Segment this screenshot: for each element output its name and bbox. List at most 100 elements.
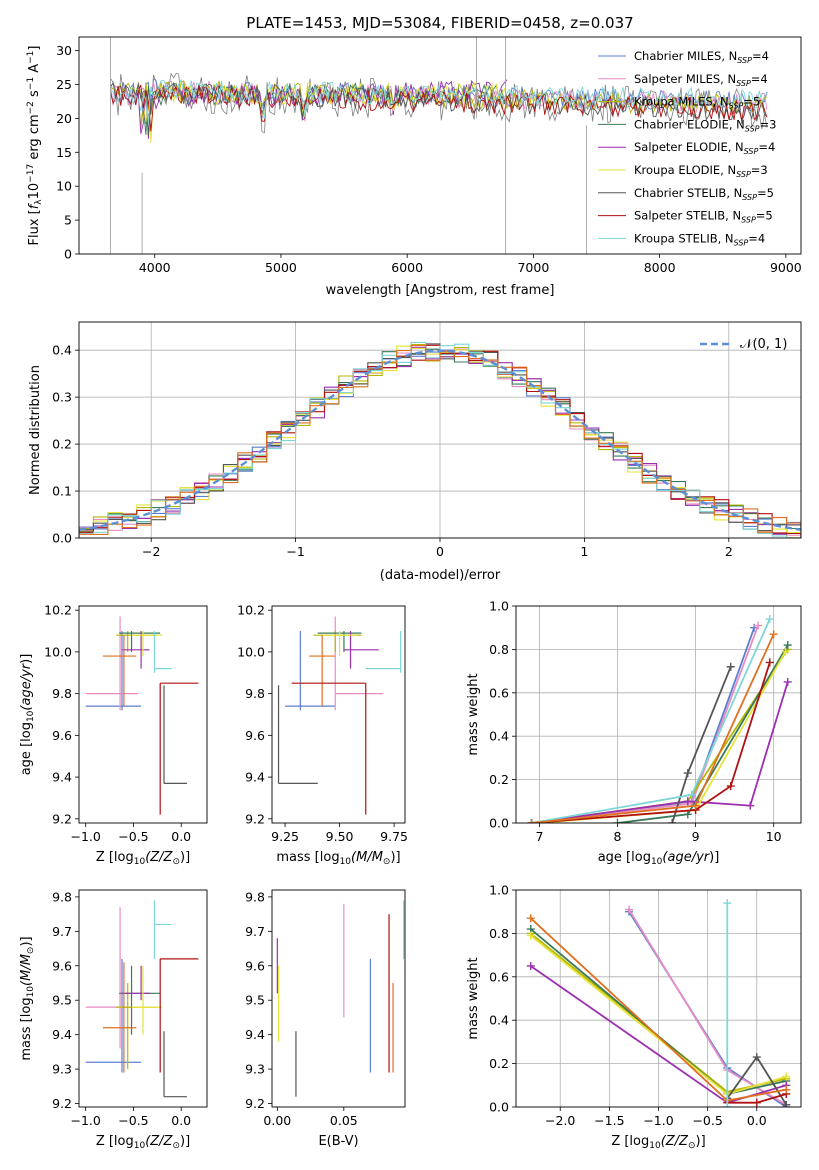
x-tick-label: −2.0 — [545, 1113, 575, 1128]
axes-frame — [78, 889, 208, 1108]
x-tick-label: 2 — [725, 544, 733, 559]
plus-marker — [726, 782, 735, 791]
y-tick-label: 1.0 — [489, 599, 509, 614]
plus-marker — [526, 961, 535, 970]
plus-marker — [754, 621, 763, 630]
residual-ylabel: Normed distribution — [28, 365, 43, 495]
mass-weight-line — [531, 662, 771, 823]
error-bar-point — [285, 631, 336, 711]
axes-frame — [271, 889, 406, 1108]
y-tick-label: 9.4 — [52, 770, 72, 785]
y-tick-label: 9.5 — [245, 993, 265, 1008]
mass-vs-ebv-axes: 0.00 0.05 9.2 9.3 9.4 9.5 9.6 9.7 9.8 E(B-V) — [245, 889, 406, 1149]
x-tick-label: 4000 — [139, 260, 171, 275]
x-axis-label: E(B-V) — [318, 1134, 358, 1149]
mass-weight-line — [531, 625, 759, 823]
error-bar-point — [313, 631, 362, 652]
y-tick-label: 9.8 — [245, 686, 265, 701]
legend-label: Kroupa ELODIE, NSSP=3 — [634, 163, 768, 179]
error-bar-point — [121, 631, 150, 669]
legend-label: 𝒩(0, 1) — [740, 337, 787, 352]
x-tick-label: 8 — [614, 829, 622, 844]
y-tick-label: 15 — [56, 145, 72, 160]
legend-label: Kroupa STELIB, NSSP=4 — [634, 231, 765, 247]
y-tick-label: 9.5 — [52, 993, 72, 1008]
y-tick-label: 9.3 — [52, 1062, 72, 1077]
y-tick-label: 9.6 — [52, 728, 72, 743]
error-bar-point — [159, 958, 199, 1073]
plus-marker — [668, 819, 677, 823]
x-tick-label: 7 — [535, 829, 543, 844]
residual-axes: −2 −1 0 1 2 0.0 0.1 0.2 0.3 0.4 (data-model)/error… — [28, 321, 802, 583]
model-spectrum — [110, 84, 768, 132]
y-tick-label: 10.2 — [44, 603, 72, 618]
legend-label: Chabrier MILES, NSSP=4 — [634, 49, 769, 65]
error-bar-point — [85, 616, 139, 711]
x-tick-label: −0.5 — [118, 829, 148, 844]
age-vs-z-axes: −1.0 −0.5 0.0 9.2 9.4 9.6 9.8 10.0 10.2 Z [log10(… — [19, 603, 208, 867]
x-tick-label: −1.5 — [594, 1113, 624, 1128]
y-tick-label: 0.8 — [489, 642, 509, 657]
plus-marker — [526, 931, 535, 940]
plus-marker — [746, 801, 755, 810]
y-tick-label: 0.2 — [489, 1056, 509, 1071]
y-tick-label: 30 — [56, 43, 72, 58]
x-axis-label: Z [log10(Z/Z⊙)] — [96, 1134, 190, 1151]
weight-vs-z-axes: −2.0 −1.5 −1.0 −0.5 0.0 0.0 0.2 0.4 0.6 0.8 1.0 Z [… — [466, 883, 802, 1151]
y-tick-label: 20 — [56, 111, 72, 126]
y-tick-label: 0.8 — [489, 926, 509, 941]
plus-marker — [726, 662, 735, 671]
y-tick-label: 10 — [56, 179, 72, 194]
legend-label: Salpeter STELIB, NSSP=5 — [634, 209, 773, 225]
y-tick-label: 0.6 — [489, 969, 509, 984]
x-tick-label: 0 — [436, 544, 444, 559]
normal-curve — [79, 349, 801, 531]
y-axis-label: age [log10(age/yr)] — [19, 654, 36, 776]
plus-marker — [625, 905, 634, 914]
x-tick-label: −0.5 — [692, 1113, 722, 1128]
y-tick-label: 9.6 — [52, 958, 72, 973]
axes-frame — [515, 605, 802, 824]
y-tick-label: 9.7 — [52, 924, 72, 939]
spectrum-xlabel: wavelength [Angstrom, rest frame] — [326, 283, 555, 298]
y-tick-label: 0.0 — [489, 816, 509, 831]
plus-marker — [687, 790, 696, 799]
spectrum-title: PLATE=1453, MJD=53084, FIBERID=0458, z=0… — [246, 14, 633, 32]
error-bar-point — [334, 616, 384, 711]
x-axis-label: Z [log10(Z/Z⊙)] — [611, 1134, 705, 1151]
plus-marker — [765, 658, 774, 667]
error-bar-point — [163, 1031, 187, 1098]
plus-marker — [782, 1072, 791, 1081]
x-tick-label: 0.00 — [263, 1113, 291, 1128]
legend-label: Chabrier STELIB, NSSP=5 — [634, 186, 774, 202]
error-bar-point — [119, 965, 161, 1035]
age-vs-mass-axes: 9.25 9.50 9.75 9.2 9.4 9.6 9.8 10.0 10.2 mass [lo… — [237, 603, 408, 867]
spectrum-ylabel: Flux [fλ10−17 erg cm−2 s−1 A−1] — [26, 46, 44, 246]
y-tick-label: 0.0 — [489, 1100, 509, 1115]
plus-marker — [691, 801, 700, 810]
plus-marker — [527, 819, 536, 823]
plus-marker — [723, 1103, 732, 1107]
y-tick-label: 10.0 — [237, 644, 265, 659]
x-tick-label: 7000 — [517, 260, 549, 275]
error-bar-point — [322, 631, 358, 657]
y-tick-label: 9.8 — [52, 686, 72, 701]
plus-marker — [752, 1098, 761, 1107]
error-bar-point — [153, 900, 172, 959]
y-tick-label: 9.6 — [245, 728, 265, 743]
x-axis-label: mass [log10(M/M⊙)] — [276, 850, 400, 867]
y-axis-label: mass [log10(M/M⊙)] — [19, 936, 36, 1060]
y-tick-label: 0.3 — [52, 390, 72, 405]
legend-label: Kroupa MILES, NSSP=5 — [634, 95, 760, 111]
x-tick-label: −1.0 — [643, 1113, 673, 1128]
residual-xlabel: (data-model)/error — [380, 568, 501, 583]
error-bar-point — [102, 962, 137, 1073]
y-axis-label: mass weight — [466, 673, 481, 755]
y-tick-label: 9.4 — [245, 1027, 265, 1042]
y-tick-label: 9.8 — [245, 889, 265, 904]
plus-marker — [783, 677, 792, 686]
legend-label: Chabrier ELODIE, NSSP=3 — [634, 117, 776, 133]
x-tick-label: 9000 — [770, 260, 802, 275]
plus-marker — [683, 810, 692, 819]
spectrum-axes: 4000 5000 6000 7000 8000 9000 0 5 10 15 20 25 30 PLAT… — [26, 14, 802, 298]
